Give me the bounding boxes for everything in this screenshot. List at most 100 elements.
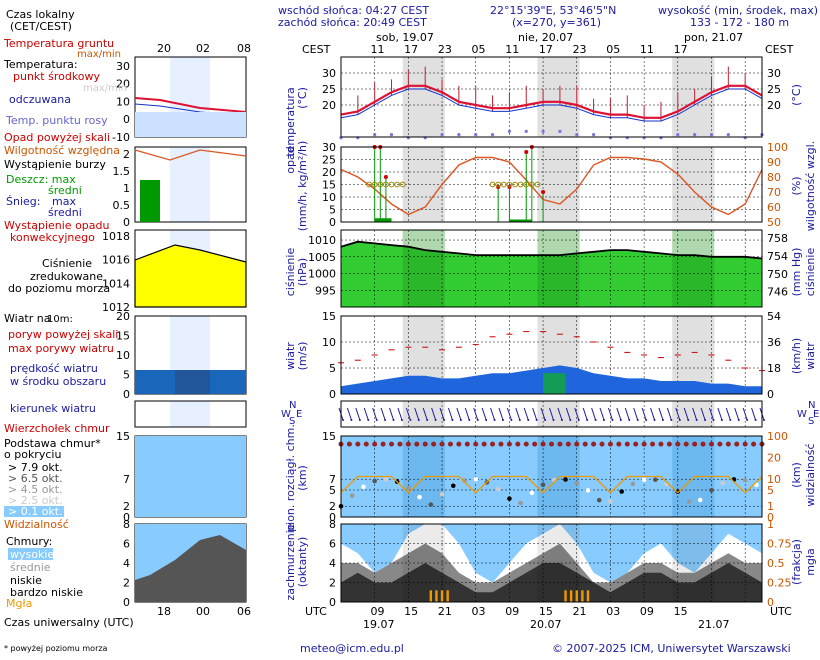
svg-text:N: N bbox=[289, 400, 296, 411]
night-band bbox=[537, 401, 580, 427]
axis-title-pion: pion. rozciągł. chm. (km) bbox=[284, 424, 309, 532]
legend-zredukowane: zredukowane bbox=[30, 270, 103, 283]
legend-okt45: > 4.5 okt. bbox=[8, 483, 63, 496]
wind-arrow-head bbox=[712, 419, 715, 421]
wind-arrow-head bbox=[746, 419, 749, 421]
main-panels: 2025302025300510152025305060708090100995… bbox=[308, 56, 792, 609]
wind-arrow bbox=[540, 407, 546, 421]
wind-arrow bbox=[456, 407, 462, 421]
cloud-top-point bbox=[490, 441, 496, 447]
wind-arrow bbox=[473, 407, 479, 421]
wind-arrow bbox=[658, 407, 664, 421]
tick-label: 18 bbox=[767, 362, 781, 375]
svg-text:(km/h): (km/h) bbox=[790, 338, 803, 374]
legend-tick-label: 8 bbox=[123, 518, 130, 531]
wind-arrow-head bbox=[560, 419, 563, 421]
wind-arrow bbox=[481, 407, 487, 421]
wind-arrow bbox=[363, 407, 369, 421]
utc-tick: 03 bbox=[606, 605, 620, 618]
wind-arrow bbox=[675, 407, 681, 421]
wind-arrow-head bbox=[476, 419, 479, 421]
footer-email[interactable]: meteo@icm.edu.pl bbox=[300, 642, 404, 655]
cloud-top-point bbox=[498, 441, 504, 447]
legend-kierunek: kierunek wiatru bbox=[10, 402, 96, 415]
legend-deszcz-sredni: średni bbox=[48, 184, 82, 197]
precip-above-scale bbox=[383, 175, 388, 179]
cloud-base-point bbox=[518, 500, 523, 506]
cloud-top-point bbox=[439, 441, 445, 447]
legend-tick-label: 20 bbox=[116, 310, 130, 323]
cloud-top-point bbox=[675, 441, 681, 447]
legend-tick-bottom-3: 06 bbox=[237, 605, 251, 618]
cloud-base-point bbox=[608, 499, 613, 504]
tick-label: 15 bbox=[322, 430, 336, 443]
cloud-top-point bbox=[717, 441, 723, 447]
tick-label: 10 bbox=[322, 191, 336, 204]
storm-marker bbox=[528, 181, 535, 188]
cloud-base-point bbox=[675, 489, 681, 495]
cest-tick: 23 bbox=[573, 43, 587, 56]
cloud-top-point bbox=[624, 441, 630, 447]
legend-tick-bottom-2: 00 bbox=[196, 605, 210, 618]
legend-tick-label: 15 bbox=[116, 330, 130, 343]
elevation-values: 133 - 172 - 180 m bbox=[690, 16, 789, 29]
legend-dewpoint-area bbox=[135, 112, 246, 137]
utc-tick: 21 bbox=[573, 605, 587, 618]
tick-label: 100 bbox=[767, 141, 788, 154]
wind-arrow bbox=[607, 407, 613, 421]
wind-arrow-head bbox=[367, 419, 370, 421]
wind-arrow-head bbox=[754, 419, 757, 421]
tick-label: 5 bbox=[767, 484, 774, 497]
temp-line bbox=[340, 84, 763, 119]
svg-text:W: W bbox=[797, 409, 807, 420]
cloud-base-point bbox=[563, 477, 568, 482]
svg-text:ciśnienie: ciśnienie bbox=[284, 248, 297, 297]
wind-arrow-head bbox=[527, 419, 530, 421]
wind-arrow-head bbox=[636, 419, 639, 421]
dewpoint-point bbox=[490, 133, 495, 137]
wind-arrow-head bbox=[586, 419, 589, 421]
wind-arrow bbox=[405, 407, 411, 421]
dewpoint-point bbox=[541, 129, 545, 133]
dewpoint-point bbox=[440, 133, 444, 137]
legend-predkosc: prędkość wiatru bbox=[10, 362, 98, 375]
panel-cloudiness: 0 2 4 6 8 0 0.25 0.5 0.75 1 bbox=[329, 518, 792, 609]
wind-arrow-head bbox=[661, 419, 664, 421]
legend-tick-label: 10 bbox=[116, 95, 130, 108]
legend-tick-label: 2 bbox=[123, 577, 130, 590]
night-band bbox=[672, 401, 715, 427]
legend-czas-uniwersalny: Czas uniwersalny (UTC) bbox=[4, 616, 134, 629]
cloud-base-point bbox=[653, 477, 658, 483]
footnote: * powyżej poziomu morza bbox=[4, 644, 108, 653]
legend-tick-label: 2 bbox=[123, 500, 130, 513]
cloud-top-point bbox=[397, 441, 403, 447]
fog-bar bbox=[575, 590, 578, 602]
wind-arrow bbox=[355, 407, 361, 421]
fog-bar bbox=[581, 590, 584, 602]
wind-arrow bbox=[709, 407, 714, 421]
panel-border bbox=[340, 229, 763, 308]
cloud-base-point bbox=[697, 497, 703, 503]
wind-arrow bbox=[666, 407, 672, 421]
cloud-top-point bbox=[565, 441, 571, 447]
svg-text:opad: opad bbox=[284, 146, 297, 173]
wind-arrow-head bbox=[544, 419, 547, 421]
panel-temperature: 20 25 30 20 25 30 bbox=[322, 56, 781, 140]
wind-speed-segment bbox=[543, 373, 566, 394]
legend-chmury: Chmury: bbox=[6, 535, 52, 548]
cloud-top-point bbox=[557, 441, 563, 447]
wind-arrow-head bbox=[392, 419, 395, 421]
elevation-title: wysokość (min, środek, max) bbox=[658, 4, 818, 17]
cloud-top-point bbox=[422, 441, 428, 447]
cloud-top-point bbox=[523, 441, 529, 447]
utc-tick: 09 bbox=[370, 605, 384, 618]
wind-arrow bbox=[700, 407, 706, 421]
svg-text:(oktanty): (oktanty) bbox=[296, 537, 309, 588]
sunrise-text: wschód słońca: 04:27 CEST bbox=[278, 4, 429, 17]
tick-label: 25 bbox=[322, 154, 336, 167]
night-band bbox=[537, 57, 580, 137]
cloud-base-point bbox=[720, 480, 726, 486]
wind-arrow bbox=[616, 407, 622, 421]
cloud-base-point bbox=[495, 486, 501, 492]
tick-label: 4 bbox=[329, 557, 336, 570]
